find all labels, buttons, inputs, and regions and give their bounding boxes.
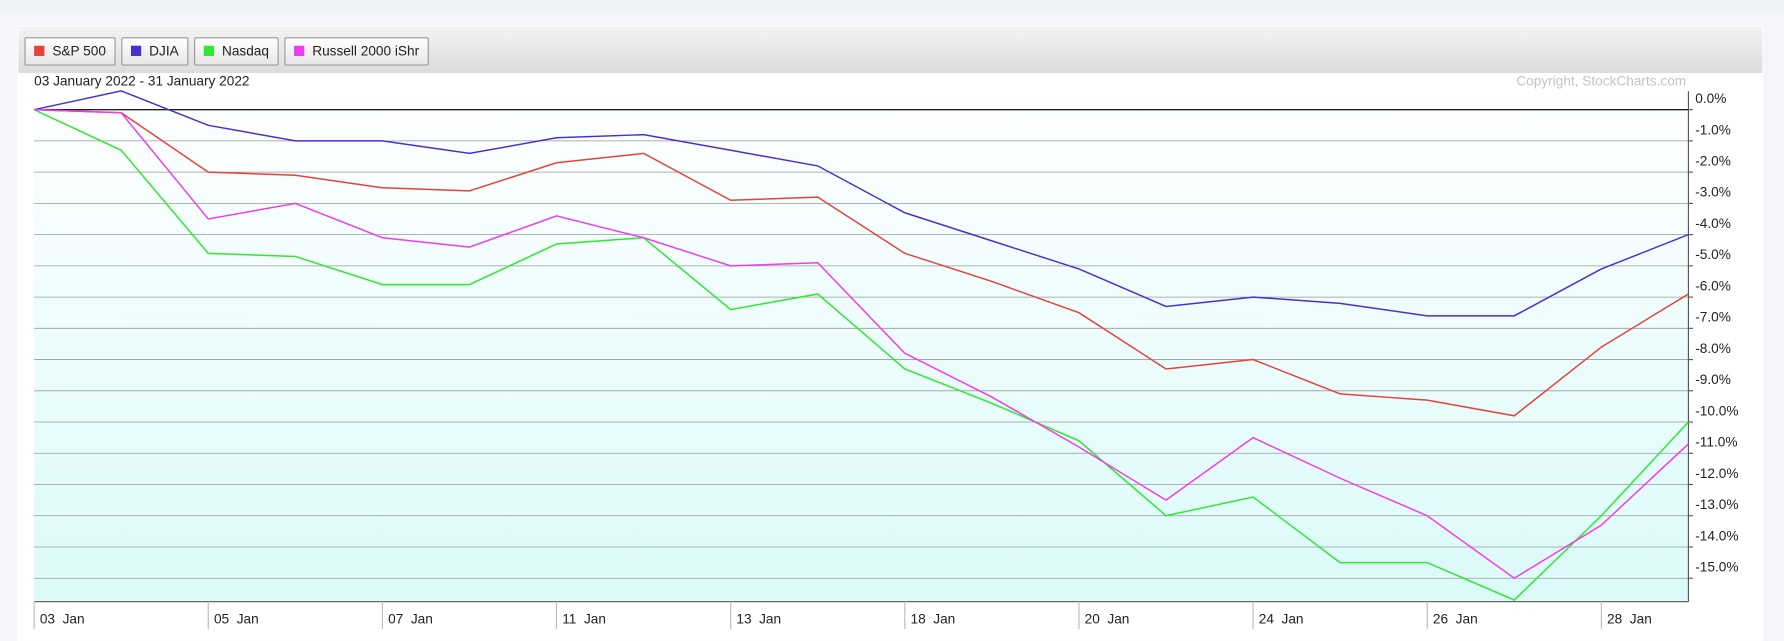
legend-button [24, 37, 116, 66]
y-tick-label: -6.0% [1695, 278, 1731, 293]
y-tick-label: -8.0% [1695, 341, 1731, 356]
y-tick-label: -14.0% [1695, 528, 1738, 543]
legend-label: DJIA [149, 44, 179, 59]
copyright: Copyright, StockCharts.com [1516, 74, 1686, 89]
top-band [0, 0, 1784, 12]
y-tick-label: -11.0% [1695, 435, 1737, 450]
x-tick-label: 20 Jan [1085, 611, 1130, 626]
y-tick-label: -2.0% [1695, 154, 1731, 169]
x-tick-label: 26 Jan [1433, 611, 1478, 626]
legend-button [284, 37, 429, 66]
y-tick-label: -15.0% [1695, 560, 1738, 575]
legend-item: Nasdaq [194, 37, 279, 66]
y-tick-label: -12.0% [1695, 466, 1738, 481]
legend-swatch [203, 45, 215, 56]
x-tick-label: 13 Jan [736, 611, 781, 626]
y-tick-label: -4.0% [1695, 216, 1731, 231]
legend-swatch [130, 45, 142, 56]
x-tick-label: 05 Jan [214, 611, 259, 626]
series-line [34, 108, 1689, 580]
legend-item: DJIA [121, 37, 189, 66]
series-line [33, 109, 1689, 601]
legend-item: Russell 2000 iShr [284, 37, 429, 66]
legend-bar [18, 26, 1763, 74]
series-line [34, 108, 1689, 417]
legend-label: S&P 500 [52, 44, 106, 59]
x-tick-label: 11 Jan [562, 611, 606, 626]
x-tick-label: 28 Jan [1607, 611, 1652, 626]
legend-button [121, 37, 189, 66]
chart-title: 03 January 2022 - 31 January 2022 [34, 74, 249, 89]
legend: S&P 500 DJIA Nasdaq Russell 2000 iShr [24, 37, 429, 66]
y-tick-label: 0.0% [1695, 91, 1726, 106]
legend-swatch [34, 45, 45, 56]
x-tick-label: 03 Jan [40, 611, 85, 626]
y-tick-label: -7.0% [1695, 310, 1731, 325]
series-line [33, 90, 1689, 317]
y-tick-label: -13.0% [1695, 497, 1738, 512]
legend-button [194, 37, 279, 66]
legend-label: Russell 2000 iShr [312, 44, 419, 59]
y-tick-label: -3.0% [1695, 185, 1731, 200]
legend-label: Nasdaq [222, 44, 269, 59]
y-tick-label: -10.0% [1695, 403, 1738, 418]
legend-item: S&P 500 [24, 37, 116, 66]
x-tick-label: 07 Jan [388, 611, 433, 626]
x-tick-label: 24 Jan [1259, 611, 1304, 626]
y-tick-label: -1.0% [1695, 122, 1731, 137]
x-tick-label: 18 Jan [911, 611, 956, 626]
y-tick-label: -5.0% [1695, 247, 1731, 262]
y-tick-label: -9.0% [1695, 372, 1731, 387]
plot-area [34, 75, 1689, 601]
legend-swatch [294, 45, 305, 56]
